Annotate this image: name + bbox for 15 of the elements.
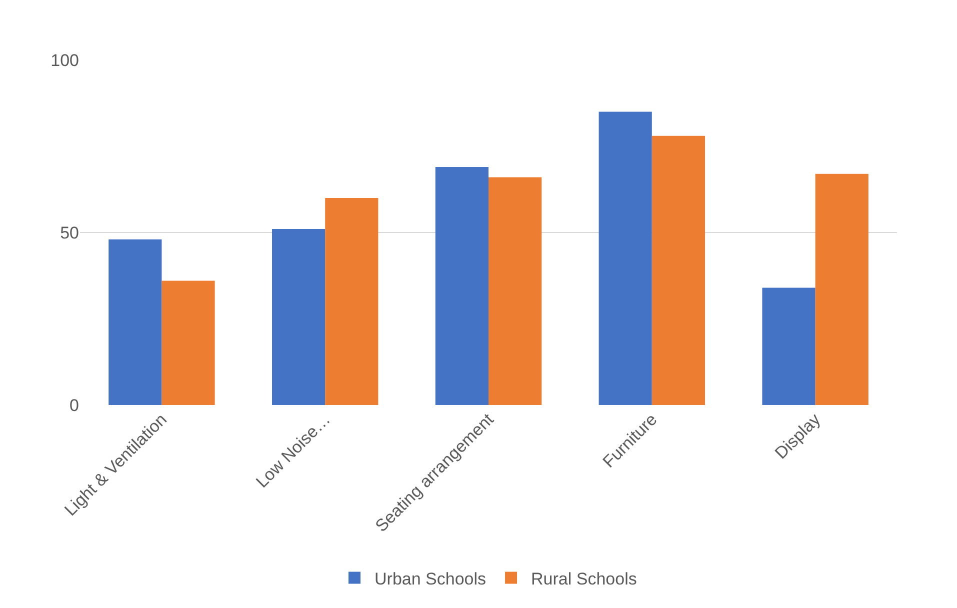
bar — [435, 166, 488, 405]
bar — [108, 239, 162, 405]
legend-label: Urban Schools — [374, 569, 486, 588]
bar — [162, 280, 215, 405]
bar — [652, 136, 706, 405]
y-tick-label: 0 — [70, 396, 79, 415]
bar — [325, 198, 378, 405]
bar — [272, 229, 326, 405]
bar — [762, 288, 816, 405]
bar — [598, 112, 652, 405]
y-tick-label: 100 — [50, 50, 79, 70]
bar — [815, 174, 868, 405]
legend-label: Rural Schools — [531, 569, 637, 588]
bar — [488, 177, 542, 405]
y-tick-label: 50 — [60, 223, 79, 242]
